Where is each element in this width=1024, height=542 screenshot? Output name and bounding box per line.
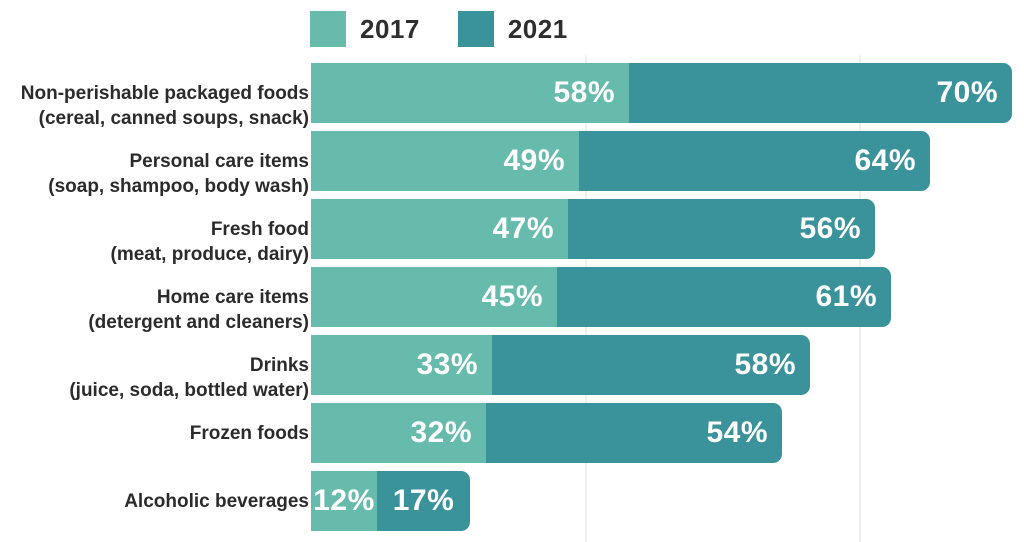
category-label: Non-perishable packaged foods (cereal, ca… (0, 81, 309, 131)
value-label-2017: 58% (553, 76, 615, 109)
bar-segment-2017: 12% (311, 471, 377, 531)
legend-item: 2021 (457, 11, 568, 47)
bar-segment-2021: 58% (492, 335, 810, 395)
value-label-2021: 58% (734, 348, 796, 381)
value-label-2021: 54% (706, 416, 768, 449)
category-label-main: Personal care items (129, 150, 309, 172)
legend-label: 2017 (360, 14, 420, 44)
category-sublabel: (cereal, canned soups, snack) (38, 107, 309, 129)
bar-segment-2021: 17% (377, 471, 470, 531)
category-label-main: Drinks (249, 354, 309, 376)
category-label-main: Alcoholic beverages (124, 490, 309, 512)
category-sublabel: (meat, produce, dairy) (110, 243, 310, 265)
category-label: Frozen foods (0, 421, 309, 446)
bar-segment-2017: 33% (311, 335, 492, 395)
value-label-2017: 32% (410, 416, 472, 449)
category-sublabel: (detergent and cleaners) (88, 311, 309, 333)
category-label-main: Frozen foods (189, 422, 309, 444)
value-label-2021: 56% (799, 212, 861, 245)
bar-segment-2017: 47% (311, 199, 568, 259)
category-label: Alcoholic beverages (0, 489, 309, 514)
bar-segment-2017: 32% (311, 403, 486, 463)
category-label-main: Non-perishable packaged foods (20, 82, 309, 104)
bar-segment-2021: 64% (579, 131, 930, 191)
legend: 2017 2021 (310, 11, 568, 47)
category-sublabel: (juice, soda, bottled water) (69, 379, 309, 401)
value-label-2017: 33% (416, 348, 478, 381)
bar-segment-2017: 49% (311, 131, 579, 191)
category-label: Drinks (juice, soda, bottled water) (0, 353, 309, 403)
value-label-2021: 64% (854, 144, 916, 177)
legend-item: 2017 (310, 11, 420, 47)
category-sublabel: (soap, shampoo, body wash) (48, 175, 309, 197)
bar-segment-2021: 70% (629, 63, 1012, 123)
value-label-2021: 61% (815, 280, 877, 313)
category-label: Personal care items (soap, shampoo, body … (0, 149, 309, 199)
value-label-2017: 12% (313, 484, 375, 517)
bar-segment-2021: 56% (568, 199, 875, 259)
category-label-main: Home care items (156, 286, 309, 308)
value-label-2017: 47% (492, 212, 554, 245)
category-label-main: Fresh food (210, 218, 309, 240)
value-label-2017: 49% (503, 144, 565, 177)
category-label: Home care items (detergent and cleaners) (0, 285, 309, 335)
bar-segment-2021: 54% (486, 403, 782, 463)
value-label-2021: 17% (392, 484, 455, 517)
value-label-2017: 45% (481, 280, 543, 313)
value-label-2021: 70% (936, 76, 998, 109)
bar-segment-2021: 61% (557, 267, 891, 327)
legend-swatch-2017 (310, 11, 346, 47)
category-label: Fresh food (meat, produce, dairy) (0, 217, 310, 267)
bar-segment-2017: 58% (311, 63, 629, 123)
bar-segment-2017: 45% (311, 267, 557, 327)
legend-label: 2021 (507, 14, 568, 44)
legend-swatch-2021 (457, 11, 494, 47)
